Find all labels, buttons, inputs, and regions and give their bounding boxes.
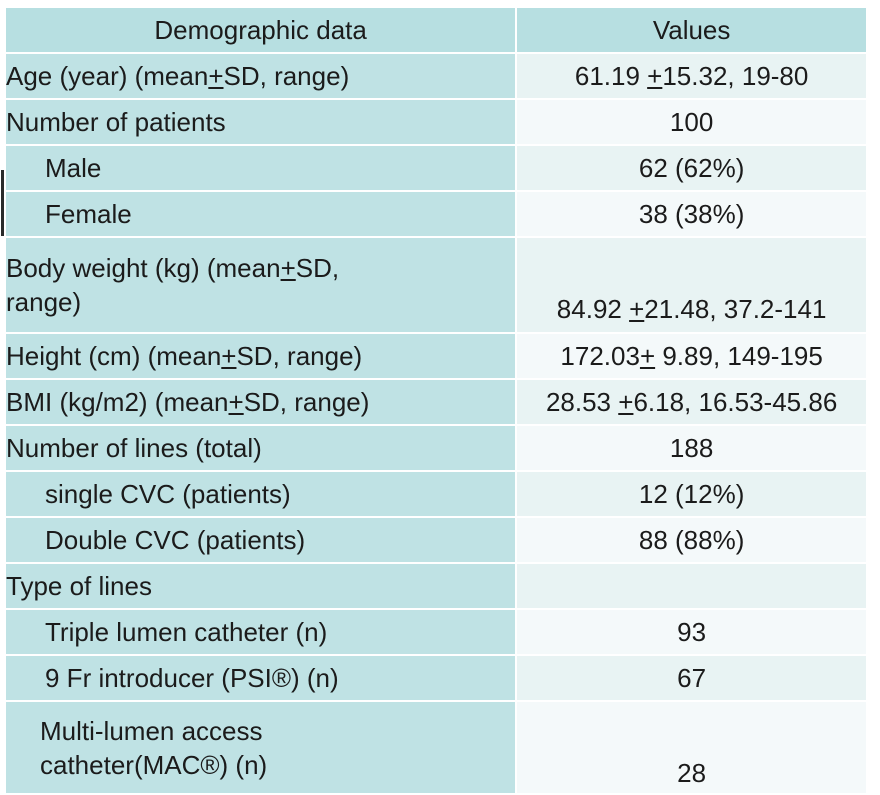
table-row: BMI (kg/m2) (mean+SD, range) 28.53 +6.18… <box>6 380 868 426</box>
header-row: Demographic data Values <box>6 8 868 54</box>
row-label-height: Height (cm) (mean+SD, range) <box>6 334 518 380</box>
row-value-type-of-lines <box>517 564 868 610</box>
plus-minus-sign: + <box>228 386 244 417</box>
left-edge-marker <box>1 170 4 236</box>
row-label-mac-line2: catheter(MAC®) (n) <box>40 749 268 780</box>
row-value-9fr-introducer: 67 <box>517 656 868 702</box>
row-label-body-weight: Body weight (kg) (mean+SD, range) <box>6 238 518 334</box>
table-row: Body weight (kg) (mean+SD, range) 84.92 +… <box>6 238 868 334</box>
row-value-number-of-patients: 100 <box>517 100 868 146</box>
row-label-mac-line1: Multi-lumen access <box>40 715 263 746</box>
table-row: Number of patients 100 <box>6 100 868 146</box>
row-label-female: Female <box>6 192 518 238</box>
header-values: Values <box>517 8 868 54</box>
table-row: single CVC (patients) 12 (12%) <box>6 472 868 518</box>
row-value-bmi: 28.53 +6.18, 16.53-45.86 <box>517 380 868 426</box>
row-value-number-of-lines: 188 <box>517 426 868 472</box>
row-value-double-cvc: 88 (88%) <box>517 518 868 564</box>
row-label-number-of-lines: Number of lines (total) <box>6 426 518 472</box>
row-label-9fr-introducer: 9 Fr introducer (PSI®) (n) <box>6 656 518 702</box>
row-value-female: 38 (38%) <box>517 192 868 238</box>
table-row: Age (year) (mean+SD, range) 61.19 +15.32… <box>6 54 868 100</box>
plus-minus-sign: + <box>280 253 296 283</box>
table-row: Type of lines <box>6 564 868 610</box>
row-value-age: 61.19 +15.32, 19-80 <box>517 54 868 100</box>
table-row: Number of lines (total) 188 <box>6 426 868 472</box>
row-value-body-weight: 84.92 +21.48, 37.2-141 <box>517 238 868 334</box>
plus-minus-sign: + <box>221 340 237 371</box>
row-label-single-cvc: single CVC (patients) <box>6 472 518 518</box>
table-row: 9 Fr introducer (PSI®) (n) 67 <box>6 656 868 702</box>
row-label-mac: Multi-lumen access catheter(MAC®) (n) <box>6 702 518 795</box>
row-label-bmi: BMI (kg/m2) (mean+SD, range) <box>6 380 518 426</box>
demographic-table: Demographic data Values Age (year) (mean… <box>6 8 868 795</box>
row-label-triple-lumen: Triple lumen catheter (n) <box>6 610 518 656</box>
plus-minus-sign: + <box>208 60 224 91</box>
row-label-number-of-patients: Number of patients <box>6 100 518 146</box>
row-value-height: 172.03+ 9.89, 149-195 <box>517 334 868 380</box>
row-value-male: 62 (62%) <box>517 146 868 192</box>
row-label-male: Male <box>6 146 518 192</box>
row-label-double-cvc: Double CVC (patients) <box>6 518 518 564</box>
plus-minus-sign: + <box>629 294 645 324</box>
row-value-triple-lumen: 93 <box>517 610 868 656</box>
table-row: Multi-lumen access catheter(MAC®) (n) 28 <box>6 702 868 795</box>
table-row: Height (cm) (mean+SD, range) 172.03+ 9.8… <box>6 334 868 380</box>
table-row: Female 38 (38%) <box>6 192 868 238</box>
plus-minus-sign: + <box>639 340 656 371</box>
table-row: Double CVC (patients) 88 (88%) <box>6 518 868 564</box>
row-value-mac: 28 <box>517 702 868 795</box>
row-label-age: Age (year) (mean+SD, range) <box>6 54 518 100</box>
table-row: Triple lumen catheter (n) 93 <box>6 610 868 656</box>
table-row: Male 62 (62%) <box>6 146 868 192</box>
row-value-single-cvc: 12 (12%) <box>517 472 868 518</box>
row-label-body-weight-line2: range) <box>6 287 82 317</box>
plus-minus-sign: + <box>618 386 634 417</box>
row-label-type-of-lines: Type of lines <box>6 564 518 610</box>
plus-minus-sign: + <box>647 60 663 91</box>
row-label-body-weight-line1: Body weight (kg) (mean+SD, <box>6 253 340 283</box>
header-demographic-data: Demographic data <box>6 8 518 54</box>
